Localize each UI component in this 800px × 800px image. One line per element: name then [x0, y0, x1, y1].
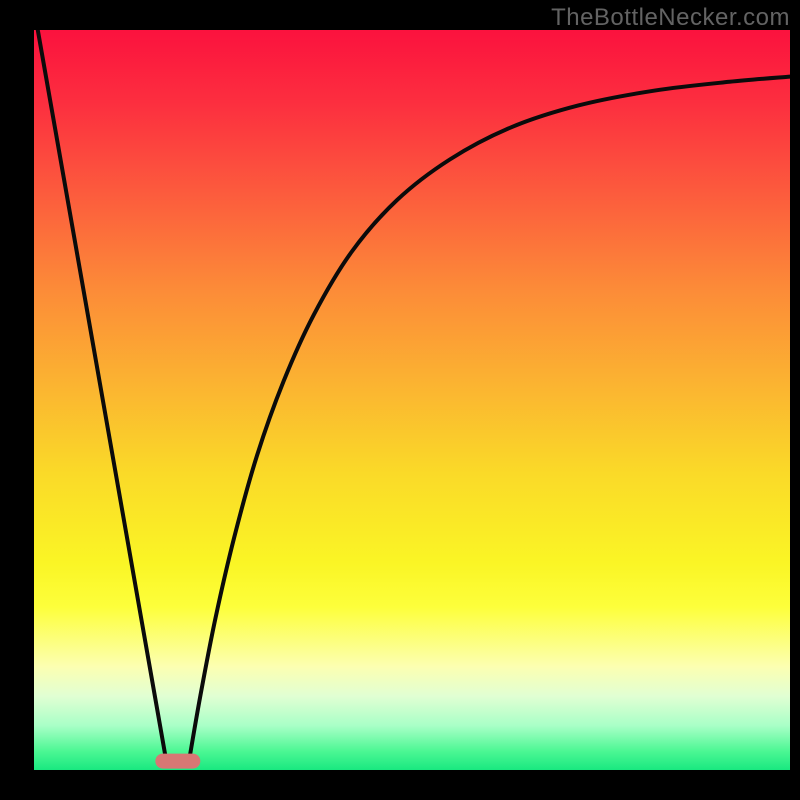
chart-container: TheBottleNecker.com [0, 0, 800, 800]
plot-area [34, 30, 790, 770]
curve-path [189, 77, 790, 762]
minimum-marker [155, 754, 200, 769]
watermark-text: TheBottleNecker.com [551, 4, 790, 32]
curves-layer [34, 30, 790, 770]
curve-path [38, 30, 167, 761]
